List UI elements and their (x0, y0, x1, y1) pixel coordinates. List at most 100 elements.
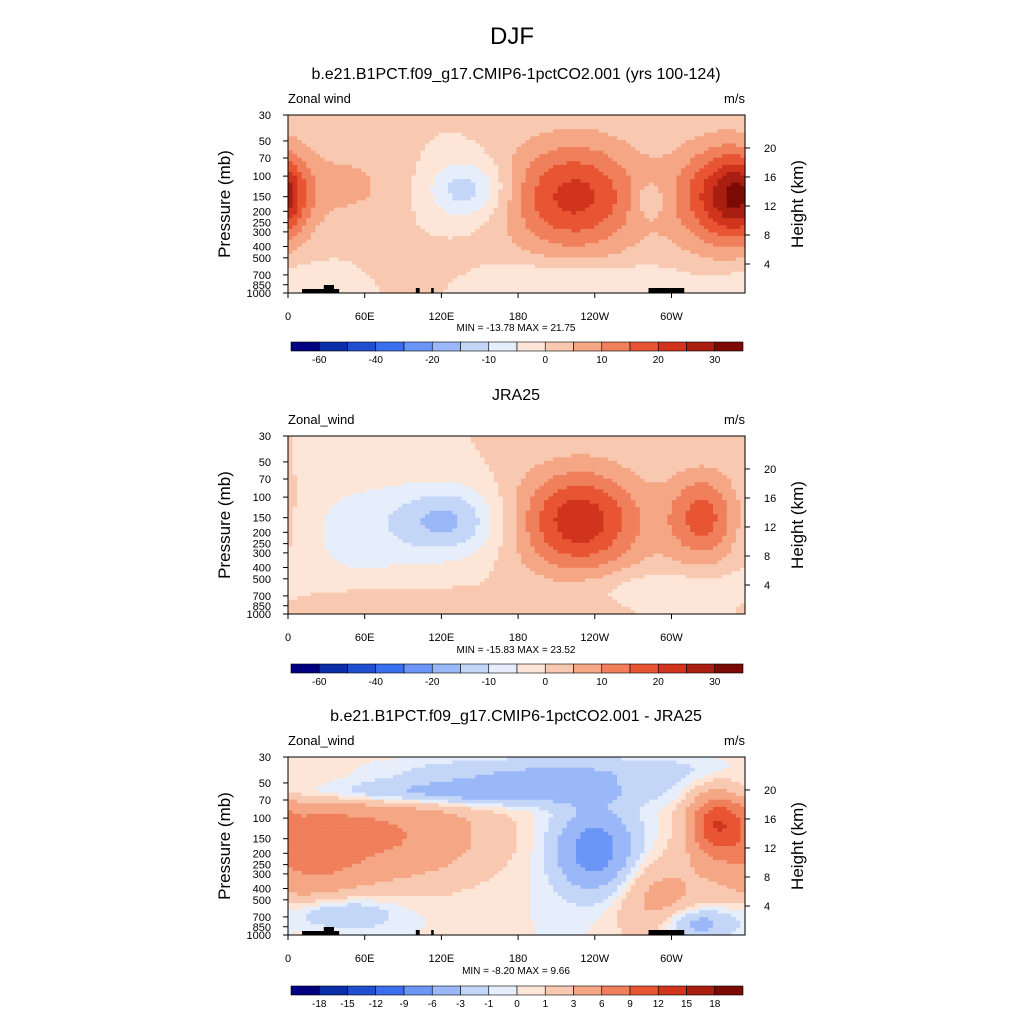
field-cell (425, 139, 431, 145)
field-cell (708, 175, 714, 180)
field-cell (324, 250, 330, 255)
field-cell (429, 218, 435, 223)
field-cell (516, 179, 522, 184)
field-cell (713, 147, 719, 152)
field-cell (713, 282, 719, 287)
field-cell (735, 225, 742, 230)
field-cell (338, 268, 344, 273)
field-cell (443, 250, 449, 255)
field-cell (383, 239, 390, 244)
field-cell (607, 228, 614, 234)
field-cell (443, 150, 449, 155)
field-cell (502, 186, 508, 191)
field-cell (726, 132, 732, 137)
field-cell (566, 182, 572, 187)
field-cell (580, 268, 586, 273)
field-cell (351, 154, 358, 159)
field-cell (365, 147, 371, 152)
field-cell (388, 236, 394, 241)
field-cell (726, 239, 732, 244)
field-cell (397, 204, 403, 209)
field-cell (397, 154, 403, 159)
field-cell (530, 282, 536, 287)
field-cell (740, 243, 746, 248)
field-cell (297, 125, 303, 130)
figure-title: DJF (490, 23, 534, 50)
field-cell (415, 168, 422, 173)
field-cell (607, 118, 614, 123)
field-cell (338, 125, 344, 130)
field-cell (589, 207, 595, 212)
field-cell (429, 154, 435, 159)
field-cell (466, 278, 472, 283)
field-cell (708, 236, 714, 241)
field-cell (438, 175, 444, 180)
field-cell (708, 232, 714, 237)
field-cell (667, 136, 673, 141)
field-cell (653, 147, 659, 152)
field-cell (671, 204, 678, 209)
field-cell (383, 186, 390, 191)
field-cell (626, 186, 632, 191)
field-cell (466, 275, 472, 280)
field-cell (703, 189, 710, 194)
field-cell (374, 278, 380, 283)
field-cell (580, 264, 586, 269)
field-cell (379, 143, 385, 148)
field-cell (319, 236, 326, 241)
field-cell (402, 143, 408, 148)
field-cell (402, 236, 408, 241)
field-cell (484, 271, 490, 276)
field-cell (530, 218, 536, 223)
field-cell (603, 161, 609, 166)
field-cell (662, 218, 668, 223)
field-cell (351, 264, 358, 269)
field-cell (466, 214, 472, 219)
field-cell (406, 164, 412, 169)
field-cell (470, 211, 476, 216)
field-cell (685, 161, 691, 166)
field-cell (521, 115, 527, 120)
field-cell (534, 154, 540, 159)
field-cell (452, 182, 458, 187)
field-cell (507, 282, 513, 287)
field-cell (466, 196, 472, 202)
field-cell (402, 115, 408, 120)
field-cell (685, 164, 691, 169)
field-cell (406, 193, 412, 198)
field-cell (653, 218, 659, 223)
field-cell (333, 161, 339, 166)
field-cell (731, 250, 737, 255)
field-cell (735, 125, 742, 130)
field-cell (575, 268, 582, 273)
field-cell (479, 211, 486, 216)
field-cell (388, 193, 394, 198)
field-cell (292, 250, 298, 255)
field-cell (338, 147, 344, 152)
field-cell (347, 132, 353, 137)
field-cell (575, 164, 582, 169)
field-cell (484, 175, 490, 180)
field-cell (333, 122, 339, 127)
field-cell (630, 275, 636, 280)
field-cell (543, 182, 550, 187)
field-cell (356, 125, 362, 130)
field-cell (731, 143, 737, 148)
field-cell (630, 239, 636, 244)
field-cell (617, 218, 623, 223)
field-cell (429, 125, 435, 130)
field-cell (685, 150, 691, 155)
field-cell (658, 239, 664, 244)
field-raster (288, 115, 746, 294)
field-cell (571, 182, 577, 187)
field-cell (438, 200, 444, 205)
field-cell (420, 271, 426, 276)
field-cell (292, 243, 298, 248)
field-cell (438, 122, 444, 127)
field-cell (735, 268, 742, 273)
field-cell (301, 239, 307, 244)
field-cell (562, 179, 568, 184)
field-cell (461, 136, 467, 141)
field-cell (740, 196, 746, 202)
field-cell (484, 182, 490, 187)
